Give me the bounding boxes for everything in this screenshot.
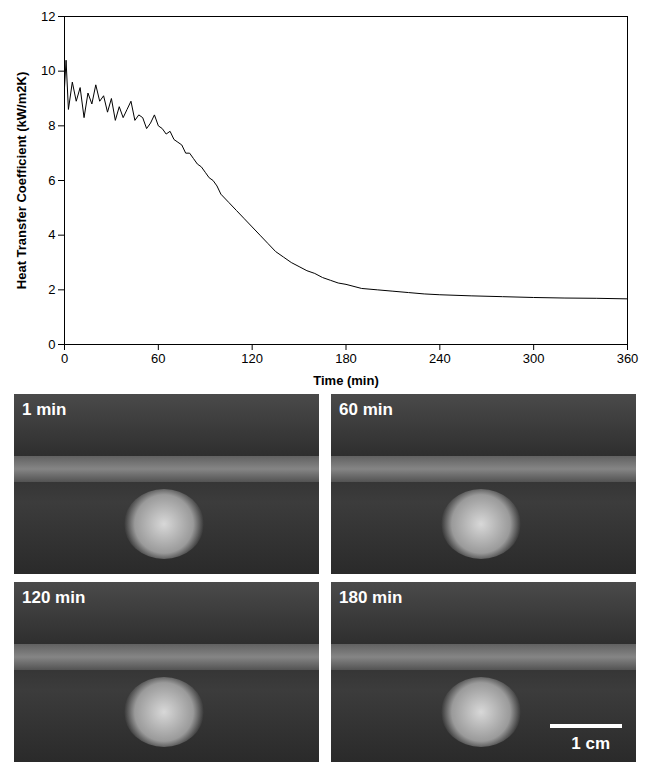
svg-text:120: 120	[241, 351, 263, 366]
svg-text:4: 4	[48, 227, 55, 242]
html-text:1 cm: 1 cm	[571, 734, 610, 753]
svg-text:0: 0	[61, 351, 68, 366]
svg-text:2: 2	[48, 282, 55, 297]
html-text:180 min: 180 min	[339, 588, 403, 607]
svg-text:300: 300	[523, 351, 545, 366]
svg-text:Time (min): Time (min)	[313, 373, 379, 388]
html-text:60 min: 60 min	[339, 400, 393, 419]
svg-text:180: 180	[335, 351, 357, 366]
svg-text:Heat Transfer Coefficient (kW/: Heat Transfer Coefficient (kW/m2K)	[14, 72, 29, 289]
html-text:1 min: 1 min	[22, 400, 67, 419]
svg-text:10: 10	[41, 63, 55, 78]
svg-text:12: 12	[41, 9, 55, 24]
svg-text:6: 6	[48, 173, 55, 188]
svg-text:360: 360	[617, 351, 639, 366]
html-text:120 min: 120 min	[22, 588, 86, 607]
svg-text:240: 240	[429, 351, 451, 366]
svg-text:0: 0	[48, 337, 55, 352]
svg-text:60: 60	[151, 351, 165, 366]
svg-text:8: 8	[48, 118, 55, 133]
